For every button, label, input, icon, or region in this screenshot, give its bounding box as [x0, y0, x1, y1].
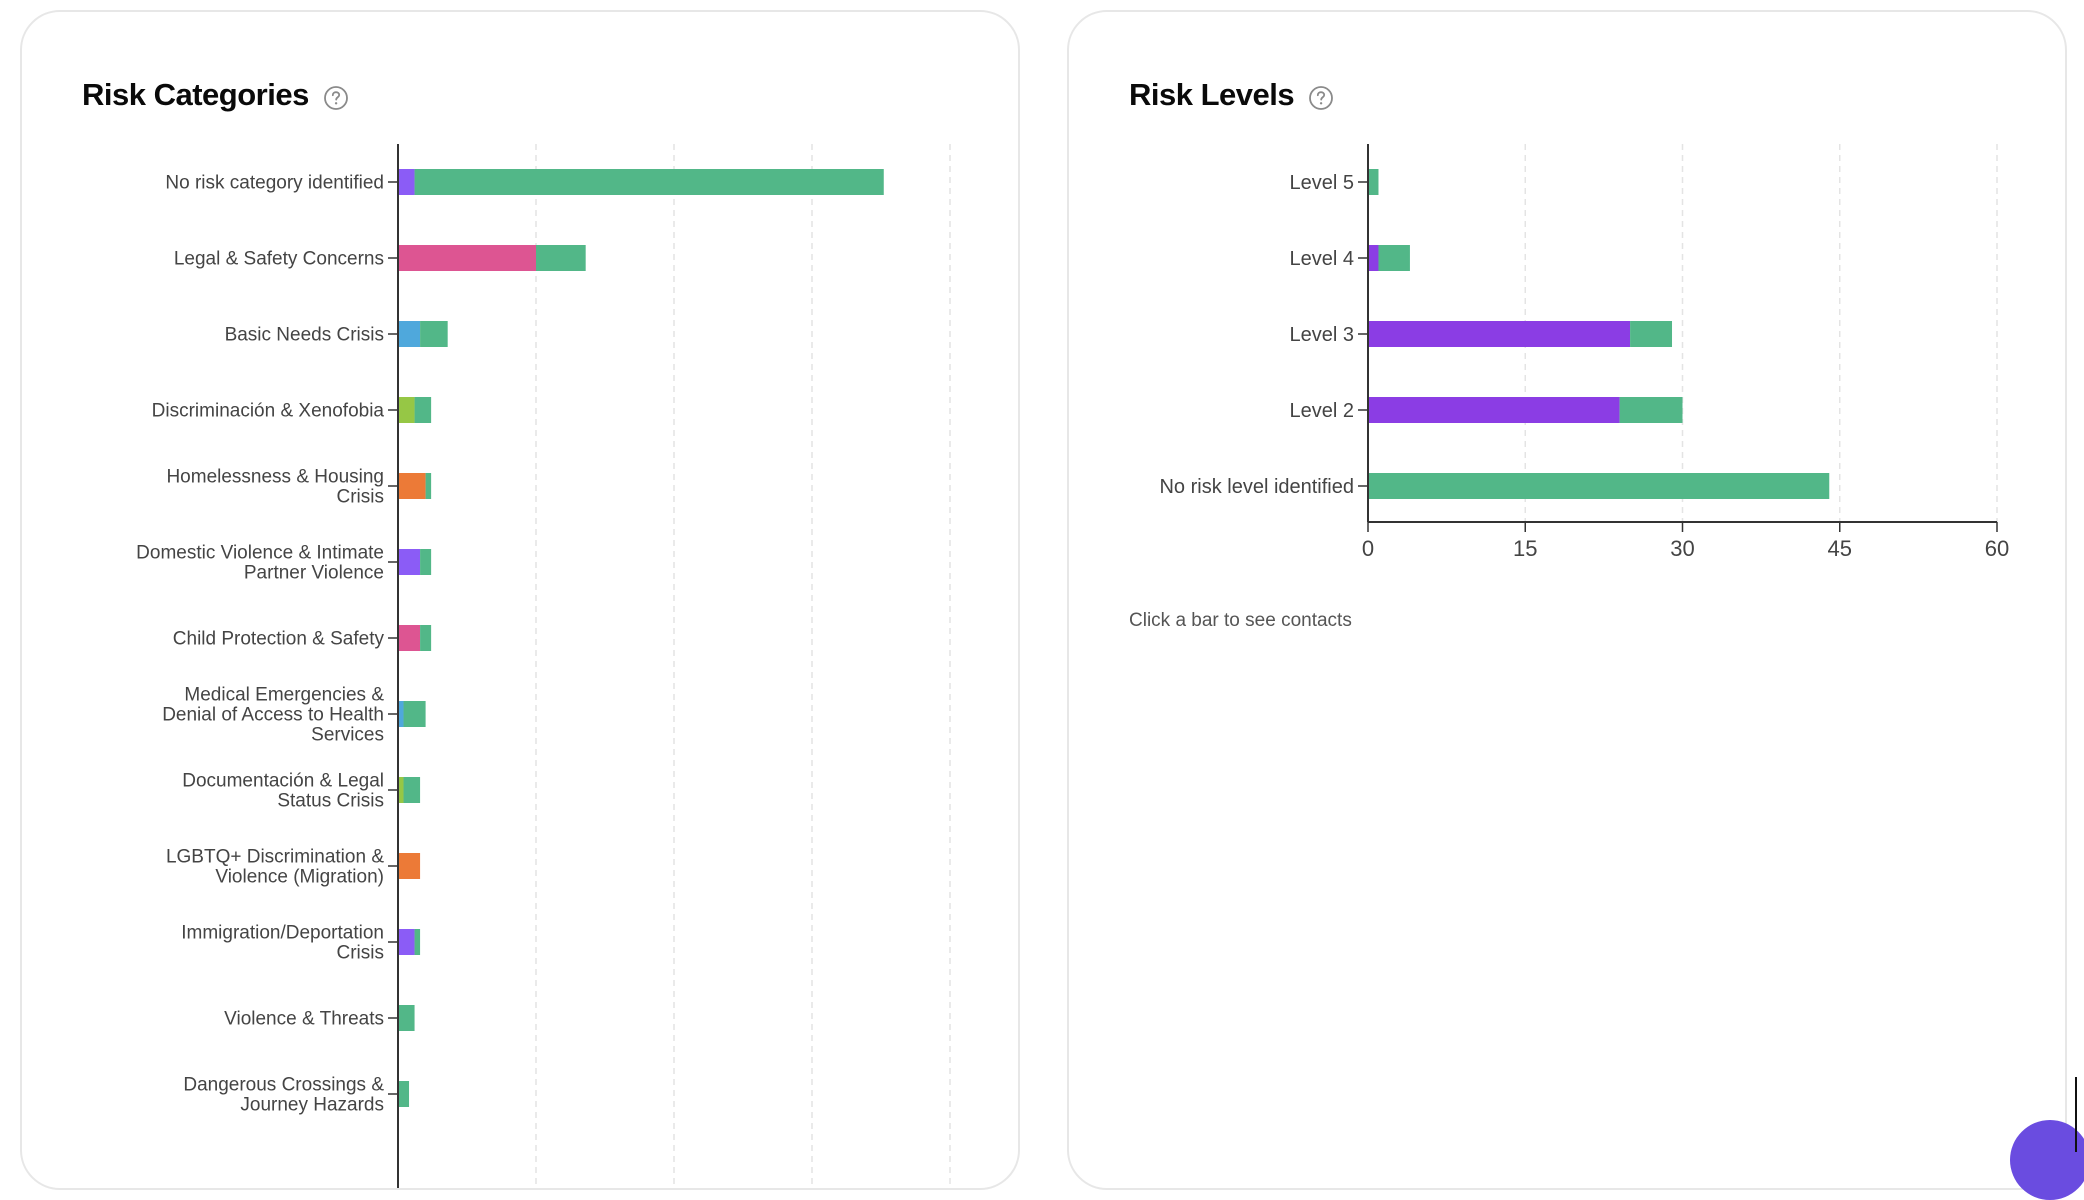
category-label-line: No risk category identified — [165, 173, 384, 194]
category-label[interactable]: No risk level identified — [1159, 476, 1354, 498]
bar-segment[interactable] — [1368, 397, 1620, 423]
category-label[interactable]: Homelessness & Housing Crisis — [166, 467, 384, 508]
bar-segment[interactable] — [403, 701, 426, 727]
bar-segment[interactable] — [398, 473, 426, 499]
category-label-line: Basic Needs Crisis — [225, 325, 384, 346]
category-label[interactable]: Medical Emergencies & Denial of Access to… — [162, 685, 384, 746]
category-label[interactable]: Immigration/Deportation Crisis — [181, 923, 384, 964]
x-tick-label: 15 — [1513, 536, 1537, 561]
bar-segment[interactable] — [398, 853, 421, 879]
bar-segment[interactable] — [398, 929, 415, 955]
category-label-line: Violence (Migration) — [215, 867, 384, 888]
chart-hint: Click a bar to see contacts — [1129, 610, 1352, 631]
bar-segment[interactable] — [398, 1081, 410, 1107]
category-label-line: Discriminación & Xenofobia — [152, 401, 385, 422]
category-label-line: Homelessness & Housing — [166, 467, 384, 488]
floating-action-button[interactable] — [2010, 1120, 2084, 1200]
bar-segment[interactable] — [414, 929, 421, 955]
bar-segment[interactable] — [403, 777, 421, 803]
category-label-line: Immigration/Deportation — [181, 923, 384, 944]
bar-segment[interactable] — [398, 397, 415, 423]
bar-segment[interactable] — [398, 701, 404, 727]
risk-categories-chart: No risk category identified Legal & Safet… — [136, 144, 951, 1188]
risk-levels-header: Risk Levels — [1129, 77, 1334, 113]
bar-segment[interactable] — [420, 549, 432, 575]
x-tick-label: 45 — [1828, 536, 1852, 561]
window-edge-divider — [2075, 1077, 2077, 1152]
bar-segment[interactable] — [398, 169, 415, 195]
risk-levels-title: Risk Levels — [1129, 77, 1295, 112]
x-tick-label: 30 — [1670, 536, 1694, 561]
category-label[interactable]: Basic Needs Crisis — [225, 325, 384, 346]
category-label[interactable]: Level 5 — [1290, 172, 1355, 194]
category-label[interactable]: Legal & Safety Concerns — [174, 249, 384, 270]
question-circle-icon[interactable] — [323, 85, 349, 111]
bar-segment[interactable] — [1368, 321, 1631, 347]
category-label-line: Level 5 — [1290, 172, 1355, 194]
bar-segment[interactable] — [398, 245, 536, 271]
bar-segment[interactable] — [414, 397, 432, 423]
bar-segment[interactable] — [1619, 397, 1683, 423]
bar-segment[interactable] — [1368, 169, 1379, 195]
category-label-line: Documentación & Legal — [182, 771, 384, 792]
category-label-line: Crisis — [337, 943, 385, 964]
category-label[interactable]: No risk category identified — [165, 173, 384, 194]
category-label-line: Services — [311, 725, 384, 746]
category-label-line: Journey Hazards — [240, 1095, 384, 1116]
bar-segment[interactable] — [398, 549, 421, 575]
category-label-line: Level 4 — [1290, 248, 1355, 270]
category-label-line: No risk level identified — [1159, 476, 1354, 498]
category-label[interactable]: Dangerous Crossings & Journey Hazards — [183, 1075, 384, 1116]
risk-categories-card: Risk Categories No risk category identif… — [20, 10, 1020, 1190]
bar-segment[interactable] — [414, 169, 884, 195]
bar-segment[interactable] — [1368, 473, 1830, 499]
category-label[interactable]: Level 2 — [1290, 400, 1355, 422]
x-tick-label: 0 — [1362, 536, 1374, 561]
category-label[interactable]: Level 4 — [1290, 248, 1355, 270]
category-label[interactable]: Violence & Threats — [224, 1009, 384, 1030]
category-label[interactable]: Discriminación & Xenofobia — [152, 401, 385, 422]
bar-segment[interactable] — [1630, 321, 1673, 347]
bar-segment[interactable] — [1378, 245, 1410, 271]
bar-segment[interactable] — [398, 321, 421, 347]
category-label-line: Status Crisis — [277, 791, 384, 812]
bar-segment[interactable] — [1368, 245, 1379, 271]
category-label-line: Partner Violence — [244, 563, 384, 584]
category-label[interactable]: Level 3 — [1290, 324, 1355, 346]
category-label-line: Dangerous Crossings & — [183, 1075, 384, 1096]
category-label[interactable]: Domestic Violence & Intimate Partner Viol… — [136, 543, 384, 584]
bar-segment[interactable] — [398, 625, 421, 651]
category-label-line: Legal & Safety Concerns — [174, 249, 384, 270]
risk-categories-header: Risk Categories — [82, 77, 349, 113]
category-label-line: Domestic Violence & Intimate — [136, 543, 384, 564]
x-tick-label: 60 — [1985, 536, 2009, 561]
category-label[interactable]: Child Protection & Safety — [173, 629, 385, 650]
category-label-line: LGBTQ+ Discrimination & — [166, 847, 384, 868]
risk-levels-chart: Level 5 Level 4 Level 3 Level 2 No risk leve… — [1159, 144, 2009, 561]
bar-segment[interactable] — [420, 625, 432, 651]
category-label[interactable]: LGBTQ+ Discrimination & Violence (Migrati… — [166, 847, 384, 888]
risk-categories-title: Risk Categories — [82, 77, 309, 112]
question-circle-icon[interactable] — [1308, 85, 1334, 111]
category-label-line: Violence & Threats — [224, 1009, 384, 1030]
category-label[interactable]: Documentación & Legal Status Crisis — [182, 771, 384, 812]
category-label-line: Child Protection & Safety — [173, 629, 385, 650]
category-label-line: Denial of Access to Health — [162, 705, 384, 726]
category-label-line: Level 3 — [1290, 324, 1355, 346]
bar-segment[interactable] — [536, 245, 586, 271]
category-label-line: Crisis — [337, 487, 385, 508]
category-label-line: Medical Emergencies & — [184, 685, 384, 706]
bar-segment[interactable] — [398, 777, 404, 803]
bar-segment[interactable] — [398, 1005, 415, 1031]
category-label-line: Level 2 — [1290, 400, 1355, 422]
bar-segment[interactable] — [420, 321, 448, 347]
bar-segment[interactable] — [425, 473, 432, 499]
risk-levels-card: Risk Levels Level 5 Level 4 Level 3 Level 2… — [1067, 10, 2067, 1190]
